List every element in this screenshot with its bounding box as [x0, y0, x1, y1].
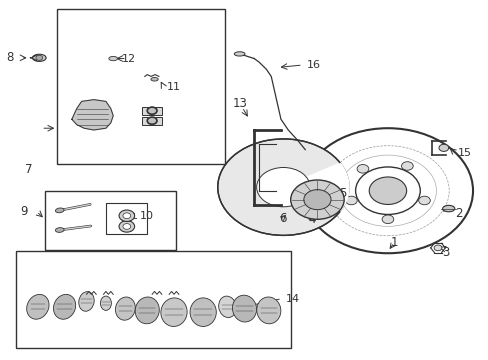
Ellipse shape	[256, 297, 280, 324]
Ellipse shape	[100, 296, 111, 310]
Circle shape	[256, 167, 309, 207]
Ellipse shape	[151, 77, 158, 81]
Bar	[45, 191, 176, 249]
Circle shape	[356, 165, 368, 173]
Bar	[106, 203, 147, 234]
Circle shape	[438, 144, 448, 152]
Polygon shape	[72, 100, 113, 130]
Circle shape	[119, 210, 134, 221]
Ellipse shape	[53, 294, 76, 319]
Text: 7: 7	[25, 163, 33, 176]
Circle shape	[401, 162, 412, 170]
Ellipse shape	[161, 298, 187, 327]
Text: 16: 16	[306, 60, 320, 70]
Ellipse shape	[442, 205, 454, 212]
Text: 12: 12	[122, 54, 136, 64]
Text: 4: 4	[308, 213, 316, 226]
Circle shape	[217, 139, 348, 235]
Ellipse shape	[109, 57, 117, 61]
Text: 3: 3	[442, 246, 449, 259]
Text: 15: 15	[457, 148, 470, 158]
Bar	[16, 251, 290, 348]
Circle shape	[290, 180, 344, 219]
Circle shape	[381, 215, 393, 224]
Circle shape	[147, 117, 157, 124]
Circle shape	[147, 107, 157, 114]
Text: 1: 1	[389, 236, 397, 249]
Ellipse shape	[55, 228, 64, 232]
Circle shape	[345, 196, 357, 205]
Text: 13: 13	[232, 97, 246, 110]
Text: 10: 10	[140, 211, 154, 221]
Text: 9: 9	[20, 205, 28, 218]
Ellipse shape	[55, 208, 64, 213]
Ellipse shape	[135, 297, 159, 324]
Bar	[57, 9, 224, 164]
Wedge shape	[283, 163, 348, 211]
Ellipse shape	[218, 296, 236, 318]
Text: 8: 8	[6, 51, 14, 64]
Circle shape	[119, 221, 134, 232]
Ellipse shape	[79, 292, 94, 311]
Ellipse shape	[32, 54, 46, 62]
Circle shape	[433, 245, 441, 251]
Circle shape	[36, 55, 42, 60]
Ellipse shape	[232, 295, 256, 322]
Circle shape	[122, 224, 130, 229]
Circle shape	[303, 190, 330, 210]
Ellipse shape	[190, 298, 216, 327]
Ellipse shape	[115, 297, 135, 320]
Ellipse shape	[234, 52, 244, 56]
Text: 2: 2	[442, 207, 461, 220]
Text: 14: 14	[285, 294, 299, 303]
Circle shape	[368, 177, 406, 204]
Bar	[142, 117, 162, 125]
Ellipse shape	[27, 294, 49, 319]
Text: 11: 11	[166, 82, 181, 92]
Text: 6: 6	[278, 212, 285, 225]
Text: 5: 5	[338, 187, 346, 200]
Circle shape	[418, 196, 429, 205]
Circle shape	[122, 213, 130, 219]
Bar	[142, 107, 162, 114]
